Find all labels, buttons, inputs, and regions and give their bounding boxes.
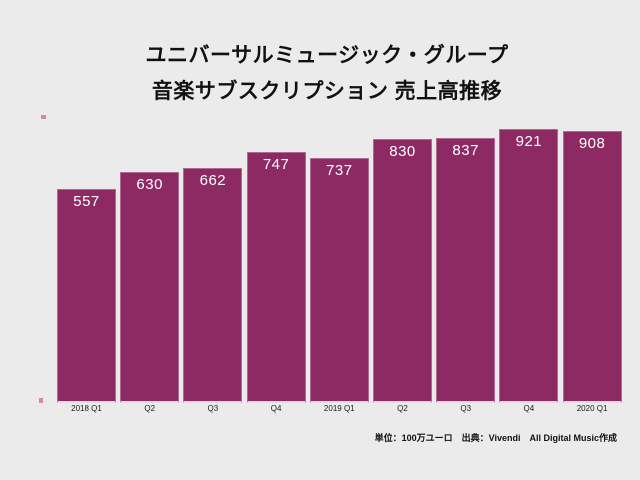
bar: 830	[373, 139, 432, 403]
chart-title-line-1: ユニバーサルミュージック・グループ	[145, 44, 509, 67]
x-axis-label: 2019 Q1	[323, 404, 355, 413]
bar-value-label: 747	[262, 156, 290, 173]
bar-value-label: 630	[136, 176, 163, 193]
bar: 737	[309, 158, 369, 403]
x-axis-label: 2020 Q1	[576, 404, 608, 413]
x-axis-label: Q4	[523, 404, 535, 413]
x-axis-label: Q2	[144, 404, 156, 413]
x-axis-label: Q3	[460, 404, 472, 413]
bar-value-label: 921	[515, 133, 543, 150]
bar-value-label: 737	[326, 162, 353, 179]
bar-value-label: 830	[389, 143, 416, 160]
chart-title: ユニバーサルミュージック・グループ 音楽サブスクリプション 売上高推移	[14, 38, 640, 110]
footer-source-note: 単位：100万ユーロ 出典：Vivendi All Digital Music作…	[374, 433, 617, 443]
x-axis-label: Q3	[207, 404, 219, 413]
bar: 662	[183, 168, 243, 403]
chart-title-line-2: 音楽サブスクリプション 売上高推移	[151, 80, 503, 103]
bar: 908	[562, 131, 622, 403]
bar: 747	[246, 152, 306, 403]
bar: 557	[57, 189, 116, 403]
x-axis-label: Q4	[270, 404, 282, 413]
axis-tick-mark-top	[41, 115, 46, 119]
axis-tick-mark-bottom	[39, 398, 43, 403]
x-axis-label: Q2	[397, 404, 408, 413]
bar-value-label: 662	[199, 172, 227, 189]
bar-value-label: 837	[452, 142, 479, 159]
x-axis-label: 2018 Q1	[71, 404, 102, 413]
bar: 837	[436, 138, 496, 403]
bar-value-label: 908	[578, 135, 606, 152]
bar: 630	[120, 172, 180, 403]
bar-value-label: 557	[73, 193, 100, 210]
bar: 921	[499, 129, 559, 403]
